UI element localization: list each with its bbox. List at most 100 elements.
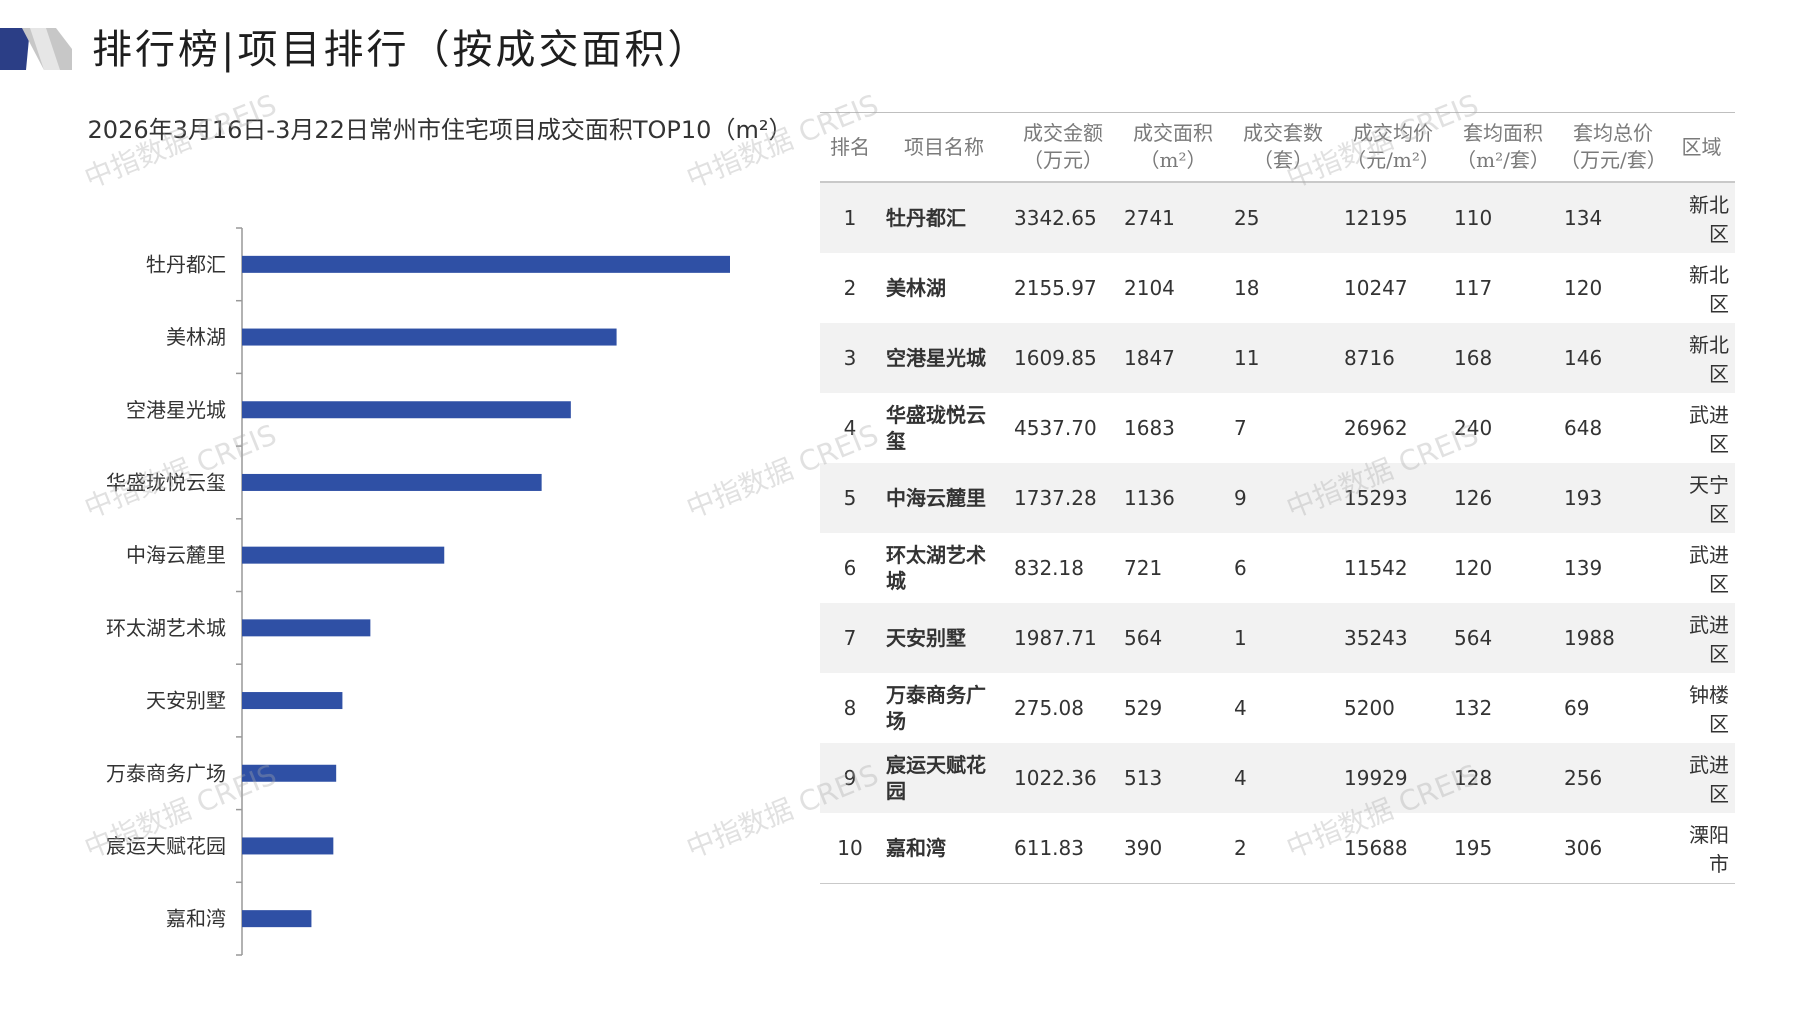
units-cell: 18 — [1234, 276, 1260, 300]
table-row: 9 宸运天赋花园 1022.36 513 4 19929 128 256 武进区 — [820, 743, 1735, 813]
avg-total-cell: 648 — [1564, 416, 1603, 440]
amount-cell: 1022.36 — [1014, 766, 1097, 790]
table-row: 7 天安别墅 1987.71 564 1 35243 564 1988 武进区 — [820, 603, 1735, 673]
units-cell: 11 — [1234, 346, 1260, 370]
avg-area-cell: 126 — [1454, 486, 1493, 510]
area-cell: 564 — [1124, 626, 1163, 650]
amount-cell: 611.83 — [1014, 836, 1084, 860]
rank-cell: 7 — [843, 626, 857, 650]
district-cell: 武进区 — [1689, 403, 1729, 456]
avg-total-cell: 1988 — [1564, 626, 1615, 650]
area-cell: 529 — [1124, 696, 1163, 720]
units-cell: 25 — [1234, 206, 1260, 230]
column-header: 套均总价 （万元/套） — [1558, 113, 1668, 183]
bar-7 — [242, 692, 343, 710]
district-cell: 溧阳市 — [1689, 823, 1729, 876]
project-name-cell: 环太湖艺术城 — [886, 543, 986, 593]
bar-4 — [242, 473, 542, 491]
column-header: 成交均价 （元/m²） — [1338, 113, 1448, 183]
column-header-line: （m²） — [1139, 148, 1207, 172]
avg-area-cell: 120 — [1454, 556, 1493, 580]
column-header-line: 区域 — [1681, 134, 1722, 159]
category-label: 牡丹都汇 — [146, 252, 226, 276]
avg-area-cell: 132 — [1454, 696, 1493, 720]
column-header: 项目名称 — [880, 113, 1008, 183]
amount-cell: 1737.28 — [1014, 486, 1097, 510]
category-label: 美林湖 — [166, 325, 226, 349]
area-cell: 2741 — [1124, 206, 1175, 230]
project-name-cell: 美林湖 — [886, 276, 946, 300]
project-name-cell: 华盛珑悦云玺 — [886, 403, 986, 453]
ranking-table-container: 排名 项目名称 成交金额 （万元） 成交面积 （m²） 成交套数 （套） 成交均价 （元/m²） 套… — [820, 112, 1735, 884]
column-header-line: 排名 — [830, 134, 870, 159]
bar-2 — [242, 328, 617, 346]
district-cell: 天宁区 — [1689, 473, 1729, 526]
column-header-line: （套） — [1253, 148, 1313, 172]
avg-area-cell: 128 — [1454, 766, 1493, 790]
rank-cell: 3 — [843, 346, 857, 370]
avg-price-cell: 10247 — [1344, 276, 1408, 300]
header-logo-shape — [0, 28, 72, 70]
table-row: 5 中海云麓里 1737.28 1136 9 15293 126 193 天宁区 — [820, 463, 1735, 533]
rank-cell: 6 — [843, 556, 857, 580]
bar-chart: 牡丹都汇美林湖空港星光城华盛珑悦云玺中海云麓里环太湖艺术城天安别墅万泰商务广场宸… — [106, 227, 730, 956]
project-name-cell: 空港星光城 — [886, 346, 986, 370]
avg-total-cell: 134 — [1564, 206, 1603, 230]
avg-total-cell: 69 — [1564, 696, 1590, 720]
avg-area-cell: 110 — [1454, 206, 1493, 230]
avg-area-cell: 564 — [1454, 626, 1493, 650]
avg-price-cell: 26962 — [1344, 416, 1408, 440]
bar-5 — [242, 546, 445, 564]
column-header-line: 成交面积 — [1133, 121, 1213, 145]
district-cell: 武进区 — [1689, 543, 1729, 596]
column-header: 区域 — [1668, 113, 1735, 183]
avg-total-cell: 120 — [1564, 276, 1603, 300]
units-cell: 7 — [1234, 416, 1247, 440]
chart-title: 2026年3月16日-3月22日常州市住宅项目成交面积TOP10（m²） — [87, 116, 793, 144]
bar-10 — [242, 910, 312, 928]
category-label: 天安别墅 — [146, 689, 226, 713]
avg-price-cell: 35243 — [1344, 626, 1408, 650]
amount-cell: 2155.97 — [1014, 276, 1097, 300]
column-header: 排名 — [820, 113, 880, 183]
avg-area-cell: 117 — [1454, 276, 1493, 300]
avg-total-cell: 139 — [1564, 556, 1603, 580]
column-header-line: 项目名称 — [904, 134, 984, 159]
category-label: 嘉和湾 — [166, 907, 226, 931]
column-header-line: （元/m²） — [1346, 148, 1440, 172]
units-cell: 2 — [1234, 836, 1247, 860]
project-name-cell: 嘉和湾 — [886, 836, 946, 860]
avg-total-cell: 146 — [1564, 346, 1603, 370]
avg-price-cell: 8716 — [1344, 346, 1395, 370]
column-header: 成交金额 （万元） — [1008, 113, 1118, 183]
rank-cell: 8 — [843, 696, 857, 720]
amount-cell: 1609.85 — [1014, 346, 1097, 370]
table-header-row: 排名 项目名称 成交金额 （万元） 成交面积 （m²） 成交套数 （套） 成交均价 （元/m²） 套… — [820, 112, 1735, 183]
area-cell: 1847 — [1124, 346, 1175, 370]
bar-8 — [242, 764, 337, 782]
column-header-line: （万元） — [1023, 148, 1103, 172]
avg-price-cell: 11542 — [1344, 556, 1408, 580]
area-cell: 1136 — [1124, 486, 1175, 510]
bar-3 — [242, 401, 571, 419]
project-name-cell: 宸运天赋花园 — [886, 753, 986, 803]
bar-1 — [242, 255, 730, 273]
column-header: 成交套数 （套） — [1228, 113, 1338, 183]
table-row: 4 华盛珑悦云玺 4537.70 1683 7 26962 240 648 武进区 — [820, 393, 1735, 463]
district-cell: 钟楼区 — [1689, 683, 1729, 736]
column-header-line: （m²/套） — [1456, 148, 1550, 172]
amount-cell: 1987.71 — [1014, 626, 1097, 650]
project-name-cell: 万泰商务广场 — [886, 683, 986, 733]
project-name-cell: 中海云麓里 — [886, 486, 986, 510]
area-cell: 1683 — [1124, 416, 1175, 440]
column-header-line: 成交金额 — [1023, 121, 1103, 145]
bar-9 — [242, 837, 334, 855]
column-header: 套均面积 （m²/套） — [1448, 113, 1558, 183]
page-title: 排行榜|项目排行（按成交面积） — [92, 27, 711, 73]
district-cell: 武进区 — [1689, 613, 1729, 666]
rank-cell: 2 — [843, 276, 857, 300]
category-label: 万泰商务广场 — [106, 761, 226, 785]
amount-cell: 275.08 — [1014, 696, 1084, 720]
column-header-line: 成交均价 — [1353, 121, 1433, 145]
category-label: 华盛珑悦云玺 — [106, 470, 226, 494]
